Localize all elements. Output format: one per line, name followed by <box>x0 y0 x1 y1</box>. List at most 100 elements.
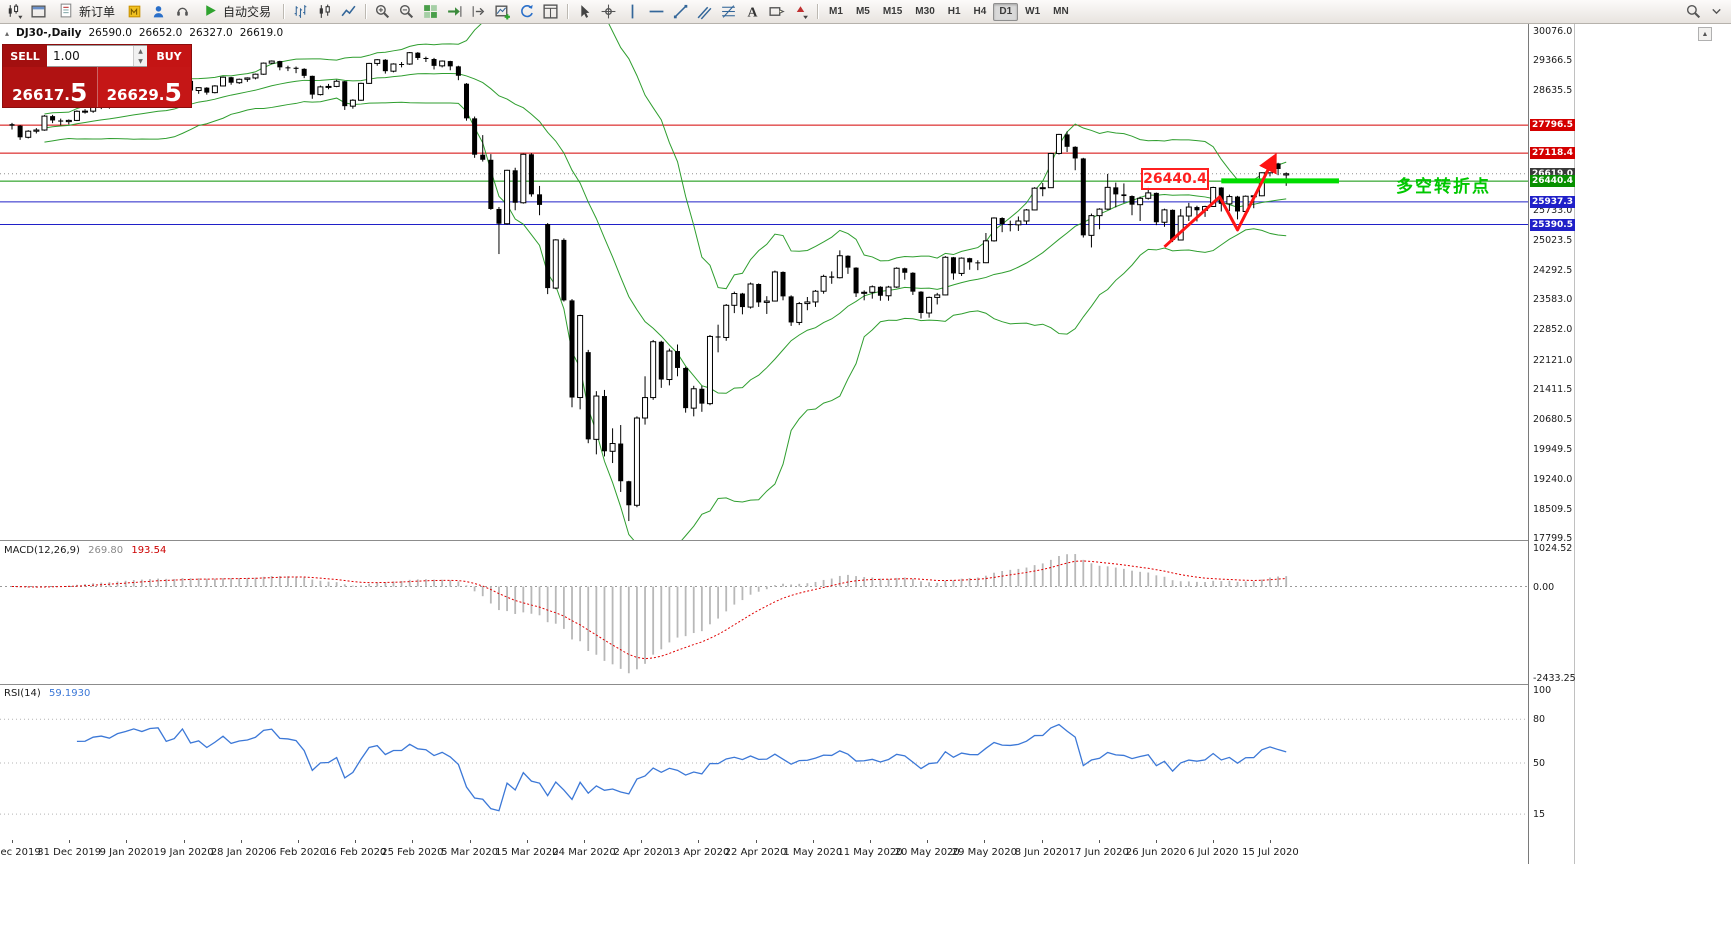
timeframe-toolbar: M1 M5 M15 M30 H1 H4 D1 W1 MN <box>823 2 1075 21</box>
date-label: 28 Jan 2020 <box>210 847 271 858</box>
candle <box>73 110 80 121</box>
rsi-canvas[interactable] <box>0 686 1528 840</box>
oneclick-toggle-icon[interactable]: ▴ <box>5 28 10 38</box>
community-icon[interactable] <box>147 2 170 22</box>
price-badge: 27118.4 <box>1530 147 1575 160</box>
date-tick <box>240 840 242 843</box>
candle <box>293 67 299 69</box>
candle <box>504 169 511 225</box>
price-callout-box[interactable]: 26440.4 <box>1141 168 1209 190</box>
candle <box>50 116 56 121</box>
candle <box>845 255 851 268</box>
text-label-icon[interactable] <box>765 2 788 22</box>
zoom-in-icon <box>375 4 390 19</box>
timeframe-W1[interactable]: W1 <box>1025 6 1041 17</box>
timeframe-MN[interactable]: MN <box>1053 6 1069 17</box>
macd-canvas[interactable] <box>0 542 1528 684</box>
buy-price[interactable]: 26629. 5 <box>97 67 191 107</box>
timeframe-M1[interactable]: M1 <box>829 6 843 17</box>
price-tick-label: 18509.5 <box>1533 503 1573 515</box>
macd-label: MACD(12,26,9) 269.80 193.54 <box>4 545 166 556</box>
timeframe-D1[interactable]: D1 <box>993 2 1019 21</box>
profiles-icon[interactable] <box>515 2 538 22</box>
volume-decrease-button[interactable]: ▼ <box>134 56 147 66</box>
profiles-icon <box>521 4 533 18</box>
timeframe-H1[interactable]: H1 <box>947 6 961 17</box>
chart-menu-icon[interactable] <box>3 2 26 22</box>
candle <box>268 60 275 64</box>
candle <box>357 82 364 101</box>
candle <box>342 81 348 107</box>
buy-button[interactable]: BUY <box>147 45 191 67</box>
timeframe-M15[interactable]: M15 <box>882 6 903 17</box>
new-order-button[interactable]: 新订单 <box>51 2 122 22</box>
search-icon[interactable] <box>1682 2 1705 22</box>
line-chart-icon[interactable] <box>337 2 360 22</box>
price-tick-label: 24292.5 <box>1533 264 1573 276</box>
candle <box>1072 146 1078 159</box>
channel-icon[interactable] <box>693 2 716 22</box>
tile-windows-icon[interactable] <box>419 2 442 22</box>
date-tick <box>298 840 299 843</box>
candle <box>552 239 559 289</box>
chart-info-line: ▴ DJ30-,Daily 26590.0 26652.0 26327.0 26… <box>5 27 283 39</box>
trendline-icon[interactable] <box>669 2 692 22</box>
price-tick-label: 23583.0 <box>1533 294 1573 306</box>
candle <box>333 80 340 87</box>
date-label: 25 Feb 2020 <box>381 847 444 858</box>
vline-icon[interactable] <box>621 2 644 22</box>
candle <box>747 283 754 308</box>
turning-point-label[interactable]: 多空转折点 <box>1396 177 1491 196</box>
candle <box>820 275 827 292</box>
volume-input[interactable] <box>47 46 133 66</box>
bar-chart-icon[interactable] <box>289 2 312 22</box>
window-layout-icon[interactable] <box>27 2 50 22</box>
mql-market-icon[interactable] <box>123 2 146 22</box>
new-chart-icon[interactable] <box>491 2 514 22</box>
data-window-icon[interactable] <box>539 2 562 22</box>
text-icon[interactable]: A <box>741 2 764 22</box>
arrows-icon <box>796 6 808 19</box>
cursor-icon[interactable] <box>573 2 596 22</box>
price-tick-label: 21411.5 <box>1533 383 1573 395</box>
date-tick <box>927 840 929 843</box>
arrows-icon[interactable] <box>789 2 812 22</box>
price-chart-canvas[interactable] <box>0 24 1528 540</box>
timeframe-H4[interactable]: H4 <box>973 6 987 17</box>
candle-chart-icon[interactable] <box>313 2 336 22</box>
chart-shift-icon[interactable] <box>467 2 490 22</box>
zoom-out-icon[interactable] <box>395 2 418 22</box>
candle <box>885 286 892 297</box>
toolbar-options-icon[interactable] <box>1705 2 1728 22</box>
scroll-up-button[interactable]: ▲ <box>1698 27 1712 41</box>
timeframe-M5[interactable]: M5 <box>855 6 870 17</box>
candle <box>918 291 924 313</box>
sell-button[interactable]: SELL <box>3 45 47 67</box>
new-order-icon <box>60 3 72 17</box>
trend-zigzag-arrow[interactable] <box>1163 152 1277 248</box>
fibonacci-icon[interactable] <box>717 2 740 22</box>
price-axis[interactable]: 30076.0 29366.5 28635.5 25733.0 25023.5 24292… <box>1528 24 1576 864</box>
sell-price[interactable]: 26617. 5 <box>3 67 98 107</box>
candle <box>609 443 616 452</box>
volume-increase-button[interactable]: ▲ <box>134 46 147 56</box>
candle <box>788 296 794 323</box>
crosshair-icon[interactable] <box>597 2 620 22</box>
date-label: 6 Feb 2020 <box>270 847 326 858</box>
support-icon[interactable] <box>171 2 194 22</box>
panel-separator[interactable] <box>0 684 1528 685</box>
auto-scroll-icon[interactable] <box>443 2 466 22</box>
zoom-in-icon[interactable] <box>371 2 394 22</box>
date-label: 2 Apr 2020 <box>613 847 669 858</box>
candle <box>1064 134 1070 147</box>
candle <box>366 62 373 84</box>
panel-separator[interactable] <box>0 540 1528 541</box>
timeframe-M30[interactable]: M30 <box>915 6 935 17</box>
hline-icon[interactable] <box>645 2 668 22</box>
candle <box>1088 215 1095 236</box>
date-label: 11 May 2020 <box>837 847 903 858</box>
price-tick-label: 19949.5 <box>1533 444 1573 456</box>
autotrading-button[interactable]: 自动交易 <box>195 2 278 22</box>
date-label: 16 Feb 2020 <box>324 847 387 858</box>
